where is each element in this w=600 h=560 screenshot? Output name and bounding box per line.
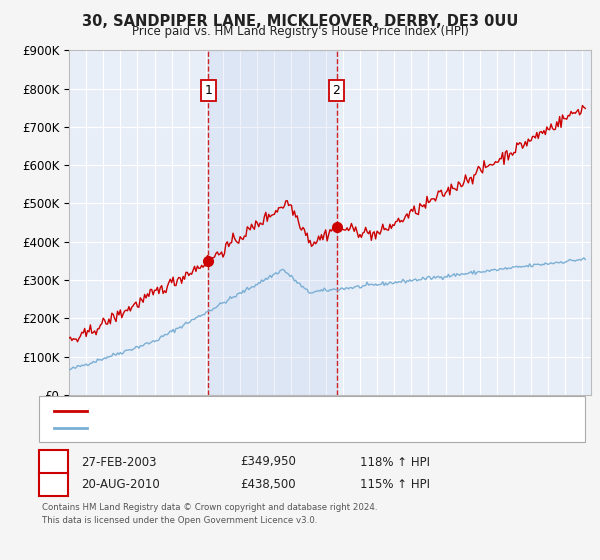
Text: HPI: Average price, detached house, South Derbyshire: HPI: Average price, detached house, Sout…	[96, 423, 367, 433]
Text: 30, SANDPIPER LANE, MICKLEOVER, DERBY, DE3 0UU (detached house): 30, SANDPIPER LANE, MICKLEOVER, DERBY, D…	[96, 405, 452, 416]
Text: 2: 2	[332, 83, 340, 96]
Text: 118% ↑ HPI: 118% ↑ HPI	[360, 455, 430, 469]
Text: £438,500: £438,500	[240, 478, 296, 491]
Text: Price paid vs. HM Land Registry's House Price Index (HPI): Price paid vs. HM Land Registry's House …	[131, 25, 469, 38]
Bar	[208, 50, 337, 395]
Text: 115% ↑ HPI: 115% ↑ HPI	[360, 478, 430, 491]
Text: Contains HM Land Registry data © Crown copyright and database right 2024.: Contains HM Land Registry data © Crown c…	[42, 503, 377, 512]
Text: 27-FEB-2003: 27-FEB-2003	[81, 455, 157, 469]
Text: 2: 2	[49, 478, 58, 491]
Text: 1: 1	[49, 455, 58, 469]
Text: £349,950: £349,950	[240, 455, 296, 469]
Text: 20-AUG-2010: 20-AUG-2010	[81, 478, 160, 491]
Text: 1: 1	[205, 83, 212, 96]
Text: 30, SANDPIPER LANE, MICKLEOVER, DERBY, DE3 0UU: 30, SANDPIPER LANE, MICKLEOVER, DERBY, D…	[82, 14, 518, 29]
Text: This data is licensed under the Open Government Licence v3.0.: This data is licensed under the Open Gov…	[42, 516, 317, 525]
